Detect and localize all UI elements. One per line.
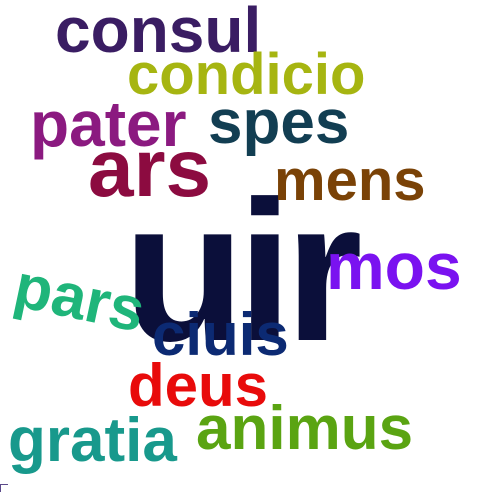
word-deus: deus xyxy=(128,352,269,419)
word-consul: consul xyxy=(55,0,262,66)
corner-mark xyxy=(0,484,8,492)
word-uir: uir xyxy=(123,160,363,383)
word-gratia: gratia xyxy=(8,406,177,475)
word-spes: spes xyxy=(208,88,350,157)
word-ars: ars xyxy=(88,123,212,214)
word-ciuis: ciuis xyxy=(152,301,289,368)
word-pater: pater xyxy=(30,88,187,160)
word-mens: mens xyxy=(274,148,426,213)
word-mos: mos xyxy=(326,229,462,303)
word-condicio: condicio xyxy=(127,42,366,107)
word-animus: animus xyxy=(196,394,414,463)
